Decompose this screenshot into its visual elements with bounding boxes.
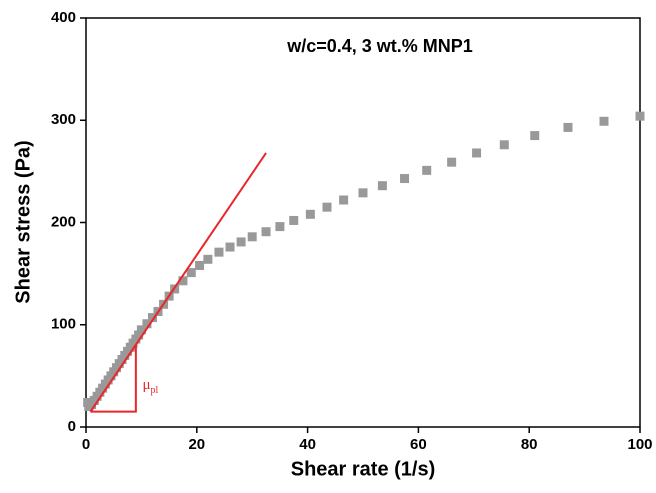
x-axis-label: Shear rate (1/s) [291,458,436,480]
y-tick-label: 400 [51,9,76,26]
data-point [447,157,457,167]
data-point [499,140,509,150]
y-tick-label: 200 [51,213,76,230]
data-point [178,276,188,286]
data-point [225,242,235,252]
data-point [563,122,573,132]
data-point [472,148,482,158]
data-point [203,254,213,264]
data-point [530,131,540,141]
data-point [142,319,152,329]
plot-frame [85,17,641,428]
x-tick-label: 80 [521,436,538,453]
annotation: μpl [143,378,159,397]
y-axis-label: Shear stress (Pa) [12,140,34,303]
y-tick-label: 0 [68,418,76,435]
data-point [635,111,645,121]
chart-title: w/c=0.4, 3 wt.% MNP1 [286,36,473,56]
x-tick-label: 60 [410,436,427,453]
y-tick-label: 100 [51,316,76,333]
data-point [400,174,410,184]
data-point [147,313,157,323]
x-tick-label: 100 [627,436,652,453]
data-point [305,209,315,219]
x-tick-label: 0 [82,436,90,453]
x-tick-label: 20 [188,436,205,453]
data-point [599,116,609,126]
data-point [289,215,299,225]
data-point [195,260,205,270]
data-point [339,195,349,205]
data-point [261,227,271,237]
data-point [247,232,257,242]
data-point [214,247,224,257]
reference-line [90,345,137,413]
data-point [236,237,246,247]
data-point [322,202,332,212]
data-point [136,325,146,335]
data-point [358,188,368,198]
data-point [422,165,432,175]
data-point [275,222,285,232]
annotation-symbol: μ [143,378,151,394]
data-point [134,330,144,340]
reference-line [89,152,267,413]
x-tick-label: 40 [299,436,316,453]
data-point [186,268,196,278]
annotation-subscript: pl [151,385,159,396]
data-point [377,181,387,191]
y-tick-label: 300 [51,111,76,128]
